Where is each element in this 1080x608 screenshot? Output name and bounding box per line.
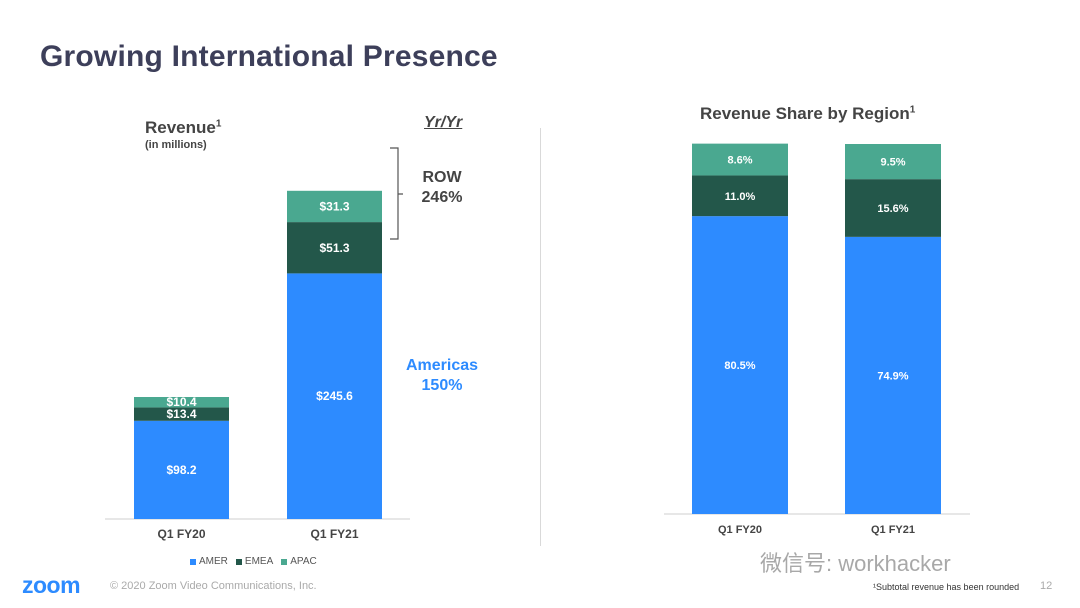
data-label-emea-1: $51.3: [319, 241, 349, 255]
bar-segment-emea-0: [692, 175, 788, 217]
share-title-text: Revenue Share by Region: [700, 104, 910, 123]
data-label-apac-0: $10.4: [166, 395, 196, 409]
x-tick-label-1: Q1 FY21: [871, 524, 915, 536]
page-number: 12: [1040, 580, 1053, 592]
bar-segment-amer-0: [692, 216, 788, 514]
watermark-text: 微信号: workhacker: [760, 551, 951, 576]
data-label-amer-1: 74.9%: [877, 370, 908, 382]
footnote-text: ¹Subtotal revenue has been rounded: [873, 582, 1020, 592]
bar-segment-amer-0: [134, 420, 229, 519]
x-tick-label-0: Q1 FY20: [157, 527, 205, 541]
legend-swatch-amer: [190, 558, 196, 565]
bar-segment-amer-1: [845, 236, 941, 514]
row-growth-pct: 246%: [421, 189, 463, 206]
data-label-emea-0: 11.0%: [725, 191, 756, 203]
revenue-label-text: Revenue: [145, 118, 216, 137]
bar-segment-apac-0: [134, 397, 229, 408]
share-chart-title: Revenue Share by Region1: [700, 104, 915, 124]
data-label-amer-0: $98.2: [166, 463, 196, 477]
bar-segment-apac-1: [287, 190, 382, 223]
legend-swatch-apac: [281, 558, 288, 565]
revenue-footnote-mark: 1: [215, 118, 222, 130]
x-tick-label-0: Q1 FY20: [718, 524, 762, 536]
copyright-text: © 2020 Zoom Video Communications, Inc.: [110, 580, 317, 592]
bar-segment-emea-0: [134, 407, 229, 421]
share-footnote-mark: 1: [909, 104, 916, 116]
revenue-unit: (in millions): [145, 139, 207, 151]
bar-segment-apac-0: [692, 143, 788, 176]
data-label-amer-1: $245.6: [316, 389, 353, 403]
legend-label-apac: APAC: [290, 556, 317, 567]
data-label-apac-0: 8.6%: [727, 155, 752, 167]
bar-segment-emea-1: [287, 222, 382, 274]
yr-yr-header: Yr/Yr: [424, 114, 463, 131]
zoom-logo: zoom: [22, 572, 81, 598]
data-label-emea-1: 15.6%: [877, 203, 908, 215]
data-label-apac-1: $31.3: [319, 199, 349, 213]
data-label-amer-0: 80.5%: [724, 360, 755, 372]
legend-swatch-emea: [235, 558, 242, 565]
data-label-apac-1: 9.5%: [880, 157, 905, 169]
x-tick-label-1: Q1 FY21: [310, 527, 358, 541]
americas-growth-pct: 150%: [421, 377, 463, 394]
row-bracket: [390, 147, 403, 240]
legend-label-amer: AMER: [199, 556, 228, 567]
legend-item-apac: APAC: [281, 556, 317, 567]
legend-label-emea: EMEA: [244, 556, 274, 567]
page-title: Growing International Presence: [40, 40, 498, 73]
data-label-emea-0: $13.4: [166, 407, 196, 421]
legend-item-amer: AMER: [190, 556, 228, 567]
legend-item-emea: EMEA: [235, 556, 274, 567]
revenue-share-stacked-bar-chart: 80.5% 11.0% 8.6% Q1 FY20 74.9% 15.6% 9.5% Q1 FY…: [664, 143, 970, 536]
americas-growth-label: Americas 150%: [392, 356, 492, 396]
row-growth-label: ROW 246%: [402, 168, 482, 208]
chart-legend: AMER EMEA APAC: [190, 556, 317, 567]
panel-divider: [540, 128, 541, 546]
row-label: ROW: [422, 169, 462, 186]
revenue-label: Revenue1: [145, 118, 221, 138]
bar-segment-emea-1: [845, 179, 941, 237]
bar-segment-apac-1: [845, 144, 941, 180]
americas-label: Americas: [405, 357, 479, 374]
revenue-stacked-bar-chart: $98.2 $13.4$10.4 Q1 FY20 $245.6 $51.3 $31.3 Q1…: [105, 147, 410, 541]
bar-segment-amer-1: [287, 273, 382, 519]
